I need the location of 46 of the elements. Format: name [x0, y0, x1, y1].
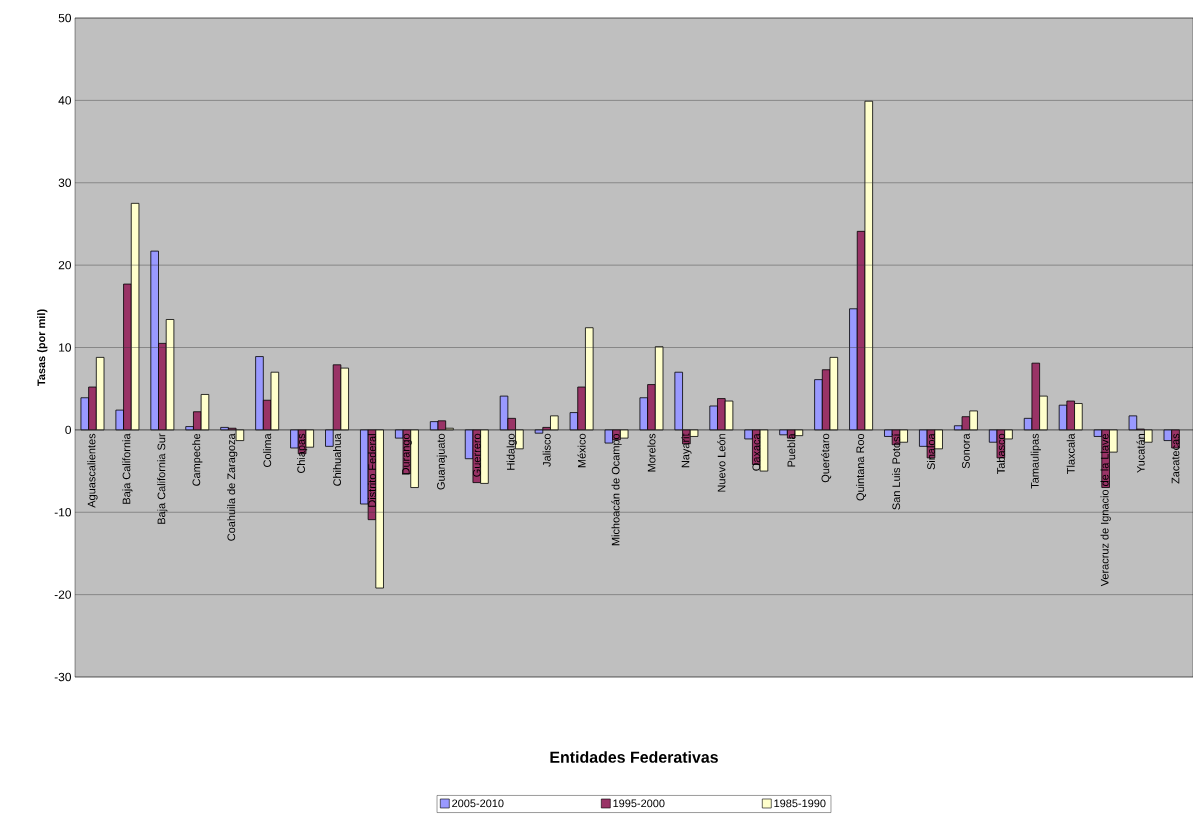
- x-tick-label: Zacatecas: [1171, 433, 1180, 484]
- y-tick-label: 30: [58, 178, 72, 187]
- x-tick-label: Durango: [402, 433, 412, 475]
- x-tick-label: Chiapas: [296, 433, 308, 474]
- x-tick-label: Chihuahua: [333, 433, 342, 486]
- x-axis-title: Entidades Federativas: [550, 751, 718, 763]
- y-axis-title: Tasas (por mil): [37, 309, 48, 386]
- y-tick-label: -30: [54, 672, 72, 682]
- x-tick-label: Tlaxcala: [1066, 433, 1075, 474]
- x-tick-label: Campeche: [192, 433, 203, 486]
- legend-label: 2005-2010: [452, 799, 504, 808]
- x-tick-label: Colima: [263, 433, 272, 467]
- x-tick-label: Sonora: [962, 433, 970, 469]
- x-tick-label: Quintana Roo: [856, 433, 867, 501]
- x-tick-label: Distrito Federal: [367, 434, 376, 507]
- y-tick-label: -20: [54, 590, 72, 599]
- y-tick-label: 40: [58, 96, 72, 105]
- x-tick-label: Nayarit: [681, 433, 692, 468]
- x-tick-label: Tabasco: [996, 433, 1005, 474]
- x-tick-label: Querétaro: [821, 433, 832, 483]
- x-tick-label: Michoacán de Ocampo: [611, 433, 622, 546]
- x-tick-label: Oaxaca: [752, 433, 761, 471]
- x-tick-label: Guanajuato: [436, 433, 447, 490]
- x-tick-label: Tamaulipas: [1030, 433, 1041, 489]
- x-tick-label: Nuevo León: [717, 434, 726, 492]
- x-tick-label: Baja California Sur: [157, 433, 168, 524]
- x-tick-label: Aguascalientes: [87, 433, 98, 508]
- x-tick-label: Puebla: [787, 433, 796, 467]
- legend-label: 1985-1990: [774, 799, 826, 808]
- x-tick-label: México: [577, 433, 586, 468]
- x-tick-label: Morelos: [647, 433, 656, 472]
- y-tick-label: 20: [58, 260, 72, 270]
- legend-label: 1995-2000: [613, 799, 665, 808]
- x-tick-label: Coahuila de Zaragoza: [227, 433, 238, 541]
- y-tick-label: 0: [65, 425, 72, 435]
- x-tick-label: Veracruz de Ignacio de la Llave: [1100, 433, 1111, 587]
- x-tick-label: Hidalgo: [506, 433, 517, 470]
- x-tick-label: Jalisco: [542, 433, 551, 467]
- x-tick-label: Sinaloa: [926, 433, 935, 470]
- x-tick-label: Baja California: [122, 433, 133, 504]
- x-tick-label: San Luis Potosí: [891, 433, 901, 510]
- y-tick-label: 10: [59, 343, 72, 352]
- x-tick-label: Guerrero: [472, 433, 481, 477]
- y-tick-label: -10: [54, 508, 72, 517]
- x-tick-label: Yucatán: [1136, 434, 1145, 473]
- y-tick-label: 50: [58, 13, 72, 23]
